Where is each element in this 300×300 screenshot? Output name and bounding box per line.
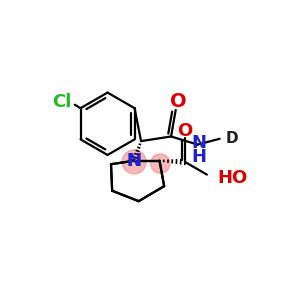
Circle shape	[122, 150, 146, 174]
Text: H: H	[191, 148, 206, 166]
Text: HO: HO	[217, 169, 247, 187]
Text: O: O	[170, 92, 186, 111]
Text: N: N	[127, 152, 142, 170]
Text: N: N	[127, 152, 142, 170]
Text: O: O	[177, 122, 193, 140]
Text: Cl: Cl	[52, 93, 71, 111]
Text: D: D	[225, 131, 238, 146]
Circle shape	[151, 154, 170, 173]
Text: N: N	[191, 134, 206, 152]
